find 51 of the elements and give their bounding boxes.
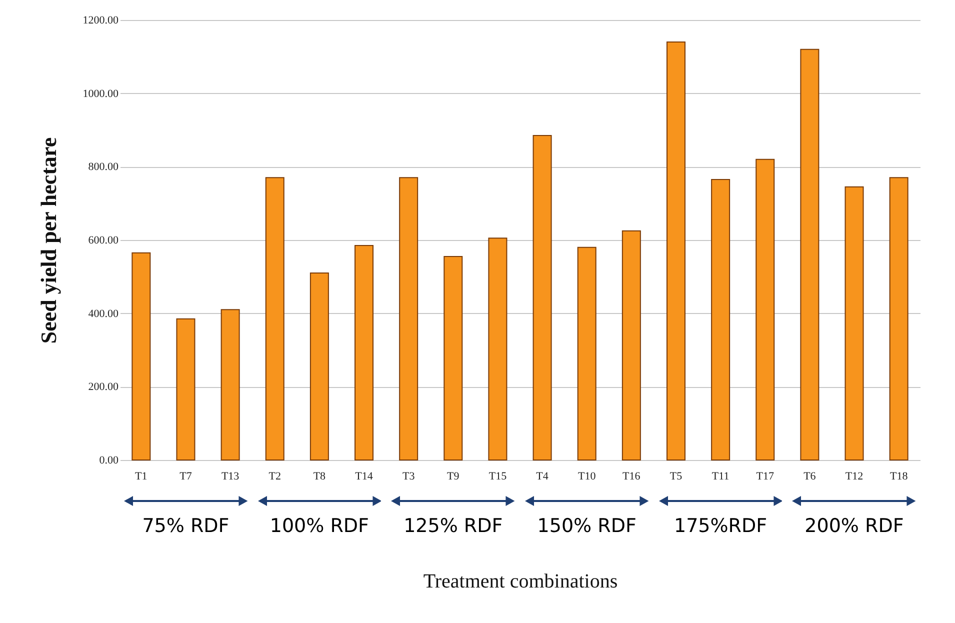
bar bbox=[800, 48, 820, 460]
bar bbox=[132, 252, 151, 460]
text: 125% RDF bbox=[404, 515, 503, 537]
text: 100% RDF bbox=[270, 515, 369, 537]
bar bbox=[711, 179, 730, 460]
bar bbox=[666, 42, 686, 460]
bar bbox=[354, 245, 374, 460]
y-axis-title: Seed yield per hectare bbox=[36, 137, 61, 344]
text: 200% RDF bbox=[804, 515, 904, 537]
bar bbox=[176, 318, 196, 460]
bar bbox=[622, 230, 641, 460]
y-tick-label: 800.00 bbox=[88, 161, 119, 174]
y-tick-label: 200.00 bbox=[88, 381, 119, 394]
x-tick-label: T4 bbox=[536, 470, 549, 482]
bar bbox=[310, 272, 329, 460]
bar bbox=[577, 246, 596, 460]
x-tick-label: T2 bbox=[268, 470, 281, 482]
x-tick-label: T14 bbox=[355, 470, 374, 482]
bar bbox=[889, 177, 908, 460]
x-tick-label: T12 bbox=[845, 470, 864, 482]
bar bbox=[220, 309, 240, 460]
x-tick-label: T13 bbox=[221, 470, 240, 482]
x-tick-label: T18 bbox=[890, 470, 908, 482]
y-tick-label: 1200.00 bbox=[82, 14, 119, 26]
x-tick-label: T5 bbox=[670, 470, 683, 482]
y-tick-label: 400.00 bbox=[88, 308, 119, 320]
bar bbox=[488, 238, 508, 460]
x-tick-label: T17 bbox=[756, 470, 774, 482]
y-tick-label: 600.00 bbox=[88, 234, 119, 246]
x-tick-label: T6 bbox=[804, 470, 816, 482]
bar bbox=[444, 256, 463, 460]
x-tick-label: T15 bbox=[488, 470, 508, 482]
x-tick-label: T1 bbox=[135, 470, 148, 482]
x-tick-label: T7 bbox=[180, 470, 192, 482]
bar bbox=[265, 177, 284, 460]
bar bbox=[756, 158, 775, 460]
y-tick-label: 0.00 bbox=[99, 454, 119, 466]
x-tick-label: T9 bbox=[447, 470, 460, 482]
text: 175%RDF bbox=[674, 515, 768, 537]
x-tick-label: T10 bbox=[578, 470, 596, 482]
x-axis-title: Treatment combinations bbox=[423, 570, 618, 592]
text: 150% RDF bbox=[537, 515, 636, 537]
bar bbox=[532, 135, 552, 460]
bar bbox=[844, 186, 864, 460]
x-tick-label: T16 bbox=[622, 470, 641, 482]
x-tick-label: T3 bbox=[402, 470, 416, 482]
bar bbox=[399, 177, 418, 460]
y-tick-label: 1000.00 bbox=[82, 88, 119, 100]
text: 75% RDF bbox=[142, 515, 230, 537]
x-tick-label: T11 bbox=[712, 470, 730, 482]
x-tick-label: T8 bbox=[313, 470, 326, 482]
